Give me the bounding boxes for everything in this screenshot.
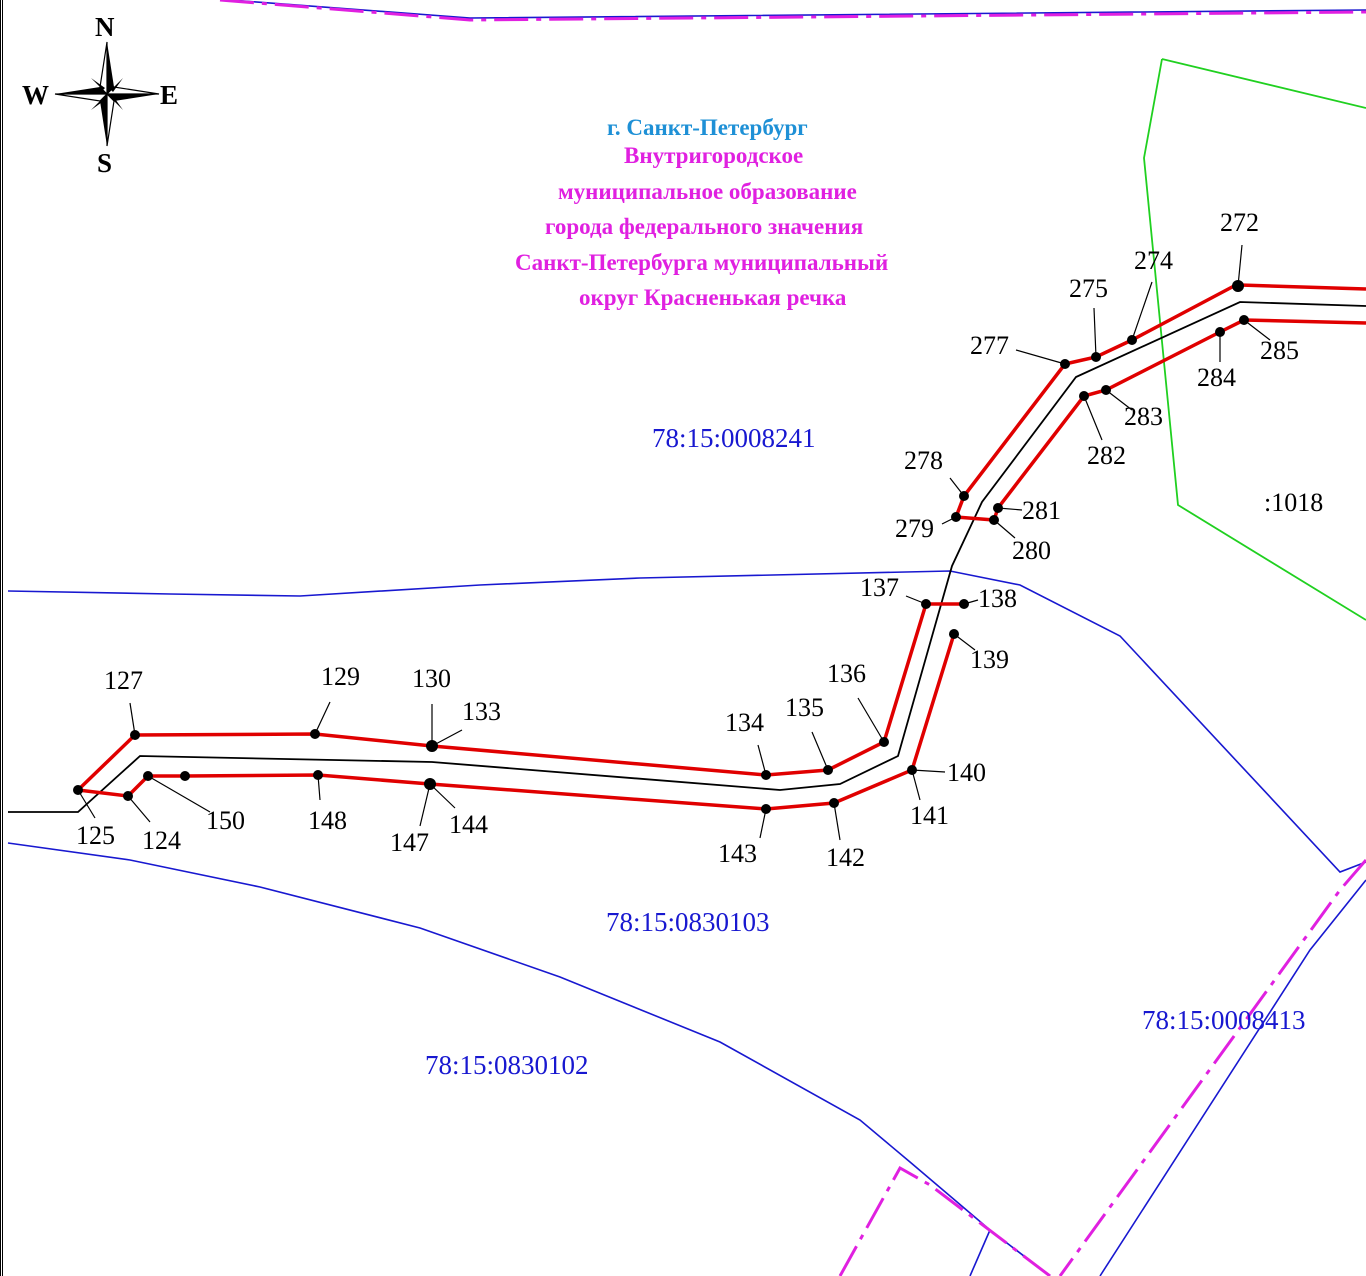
municipal-boundary-top (219, 0, 1366, 22)
parcel-label: 78:15:0008413 (1142, 1005, 1306, 1035)
point-label: 144 (449, 810, 488, 839)
compass-rose (54, 41, 160, 147)
point-label: 150 (206, 806, 245, 835)
municipality-line-4: Санкт-Петербурга муниципальный (515, 250, 889, 275)
point-label: 136 (827, 659, 866, 688)
point-label: 277 (970, 331, 1009, 360)
leader-lines (77, 244, 1271, 841)
point-label: 135 (785, 693, 824, 722)
compass-south: S (97, 148, 113, 178)
point-label: 133 (462, 697, 501, 726)
point-label: 140 (947, 758, 986, 787)
municipality-line-3: города федерального значения (545, 214, 864, 239)
point-label: 129 (321, 662, 360, 691)
point-label: 130 (412, 664, 451, 693)
point-label: 139 (970, 645, 1009, 674)
cadastral-boundary-short (969, 1229, 991, 1276)
cadastral-boundary-lower (7, 842, 1051, 1276)
point-label: 127 (104, 666, 143, 695)
point-label: 141 (910, 801, 949, 830)
point-label: 143 (718, 839, 757, 868)
point-label: 279 (895, 514, 934, 543)
cadastral-boundaries (7, 0, 1366, 1276)
point-label: 125 (76, 821, 115, 850)
municipal-boundaries (219, 0, 1366, 1276)
parcel-label: 78:15:0830102 (425, 1050, 589, 1080)
cadastral-boundary-top (229, 0, 1366, 19)
point-label: 280 (1012, 536, 1051, 565)
point-label: 283 (1124, 402, 1163, 431)
point-label: 148 (308, 806, 347, 835)
point-label: 285 (1260, 336, 1299, 365)
point-label: 274 (1134, 246, 1173, 275)
parcel-label: 78:15:0008241 (652, 423, 816, 453)
point-label: 284 (1197, 363, 1236, 392)
point-label: 142 (826, 843, 865, 872)
point-label: 278 (904, 446, 943, 475)
compass-east: E (160, 80, 179, 110)
point-label: 138 (978, 584, 1017, 613)
point-label: 272 (1220, 208, 1259, 237)
compass-north: N (95, 12, 115, 42)
municipal-boundary-bottom (838, 1165, 1051, 1276)
municipality-line-1: Внутригородское (624, 143, 804, 168)
city-label: г. Санкт-Петербург (607, 115, 808, 140)
point-label: 147 (390, 828, 429, 857)
parcel-label: 78:15:0830103 (606, 907, 770, 937)
centerline (8, 301, 1366, 813)
point-label: 281 (1022, 496, 1061, 525)
cadastral-boundary-diagonal (1099, 879, 1366, 1276)
municipality-line-2: муниципальное образование (558, 179, 857, 204)
parcel-1018-boundary (1143, 58, 1366, 621)
municipal-boundary-right (1058, 859, 1366, 1276)
point-label: 275 (1069, 274, 1108, 303)
compass-west: W (22, 80, 49, 110)
point-label: 134 (725, 708, 764, 737)
parcel-label: :1018 (1264, 488, 1324, 517)
point-label: 137 (860, 573, 899, 602)
cadastral-boundary-middle (7, 570, 1366, 873)
point-label: 282 (1087, 441, 1126, 470)
municipality-line-5: округ Красненькая речка (579, 285, 847, 310)
point-label: 124 (142, 826, 181, 855)
